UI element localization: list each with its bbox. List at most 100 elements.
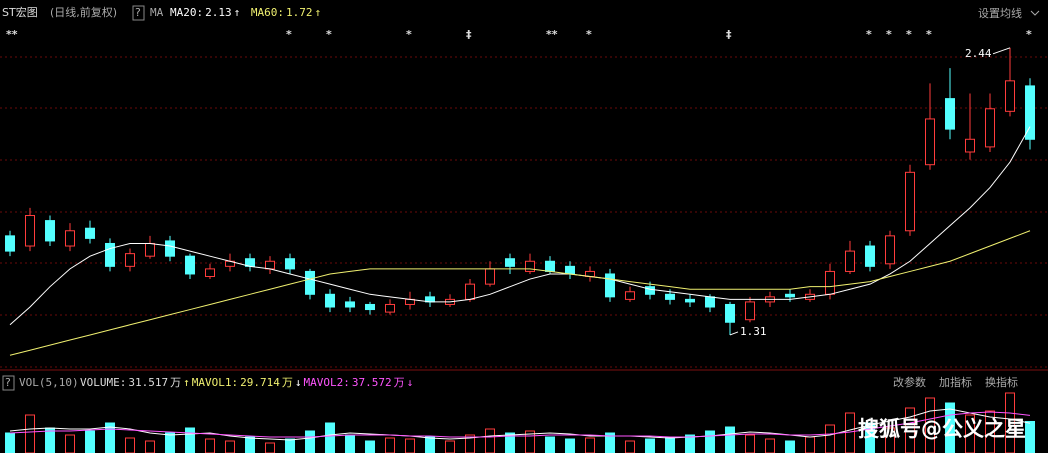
help-box[interactable] <box>132 5 145 21</box>
button[interactable]: 换指标 <box>985 375 1018 389</box>
legend-name: MAVOL2: <box>303 376 349 389</box>
candle-body <box>25 215 35 247</box>
volume-bar <box>85 430 95 453</box>
annotation: 2.44 <box>965 47 992 60</box>
vol-help-box[interactable] <box>2 375 15 391</box>
legend-value: 2.13 <box>205 6 232 19</box>
candle-body <box>645 286 655 295</box>
volume-bar <box>25 414 35 453</box>
volume-bar <box>725 426 735 453</box>
candle-body <box>285 258 295 270</box>
candle-body <box>505 258 515 267</box>
settings-button[interactable]: 设置均线 <box>978 6 1022 20</box>
candle-body <box>105 242 115 267</box>
annotation-arrow <box>992 47 1011 55</box>
candle-body <box>745 301 755 321</box>
legend-trend: ↑ <box>234 6 241 19</box>
candle-body <box>705 296 715 308</box>
mavol-line <box>9 408 1031 441</box>
indicator: MA <box>150 6 164 19</box>
volume-bar <box>285 438 295 453</box>
volume-bar <box>225 440 235 453</box>
candle-body <box>165 240 175 257</box>
volume-bar <box>185 427 195 453</box>
candle-body <box>325 293 335 308</box>
event-mark: * <box>326 28 332 41</box>
legend-trend: ↑ <box>315 6 322 19</box>
volume-bar <box>65 434 75 453</box>
legend: MA20: 2.13 ↑ ↑ MA60: 1.72 ↑ <box>170 6 321 19</box>
event-mark: ** <box>6 28 18 41</box>
candle-body <box>65 230 75 247</box>
legend-name: MAVOL1: <box>192 376 238 389</box>
volume-bar <box>785 440 795 453</box>
candle-body <box>345 301 355 308</box>
volume-bar <box>265 442 275 453</box>
candle-body <box>385 303 395 313</box>
volume-bar <box>985 410 995 453</box>
candle-body <box>465 283 475 300</box>
vol-help[interactable]: ? <box>5 376 11 389</box>
candle-body <box>265 260 275 270</box>
volume-bar <box>765 438 775 453</box>
legend-name: MA20: <box>170 6 203 19</box>
volume-bar <box>165 432 175 453</box>
legend-value: 31.517 <box>128 376 168 389</box>
dropdown-arrow[interactable] <box>1030 10 1040 16</box>
candle-body <box>845 250 855 272</box>
plot: 2.441.31** * * * ‡ ** * ‡ * * * * *搜狐号@公义之星 <box>5 28 1035 453</box>
candle-body <box>665 293 675 300</box>
candle-body <box>365 303 375 311</box>
period: (日线,前复权) <box>50 5 117 19</box>
volume-bar <box>665 436 675 453</box>
volume-bar <box>505 432 515 453</box>
candle-body <box>45 220 55 242</box>
button[interactable]: 改参数 <box>893 375 926 389</box>
volume-bar <box>965 414 975 453</box>
candle-body <box>985 108 995 148</box>
candle-body <box>865 245 875 267</box>
legend-unit: 万 <box>394 376 405 389</box>
legend-trend: ↓ <box>295 376 302 389</box>
candle-body <box>925 118 935 166</box>
volume-bar <box>945 402 955 453</box>
candle-body <box>525 260 535 272</box>
volume-bar <box>1025 420 1035 453</box>
candle-body <box>625 291 635 300</box>
ma-line <box>9 230 1031 356</box>
volume-bar <box>5 432 15 453</box>
candle-body <box>545 260 555 272</box>
legend-value: 37.572 <box>352 376 392 389</box>
volume-bar <box>745 434 755 453</box>
button[interactable]: 加指标 <box>939 375 972 389</box>
volume-bar <box>925 397 935 453</box>
candle-body <box>85 227 95 239</box>
candle-body <box>825 270 835 295</box>
candle-body <box>725 303 735 323</box>
event-mark: * <box>1026 28 1032 41</box>
volume-bar <box>865 422 875 453</box>
volume-legend: VOLUME: 31.517 万 ↑ MAVOL1: 29.714 万 ↓ MAVOL2: 37.… <box>80 376 413 389</box>
volume-bar <box>905 407 915 453</box>
candle-body <box>905 171 915 232</box>
legend-name: VOLUME: <box>80 376 126 389</box>
event-mark: * <box>886 28 892 41</box>
volume-bar <box>125 437 135 453</box>
event-mark: ‡ <box>726 28 732 41</box>
candle-body <box>125 253 135 267</box>
candle-body <box>5 235 15 252</box>
help[interactable]: ? <box>135 6 141 19</box>
volume-bar <box>445 440 455 453</box>
candle-body <box>185 255 195 275</box>
stock-name: ST宏图 <box>2 5 38 19</box>
candle-body <box>1025 85 1035 140</box>
annotation: 1.31 <box>740 325 767 338</box>
candle-body <box>305 270 315 295</box>
legend-trend: ↑ <box>183 376 190 389</box>
volume-bar <box>105 422 115 453</box>
event-mark: * <box>866 28 872 41</box>
volume-bar <box>545 436 555 453</box>
volume-bar <box>205 438 215 453</box>
candle-body <box>965 138 975 153</box>
volume-bar <box>245 436 255 453</box>
